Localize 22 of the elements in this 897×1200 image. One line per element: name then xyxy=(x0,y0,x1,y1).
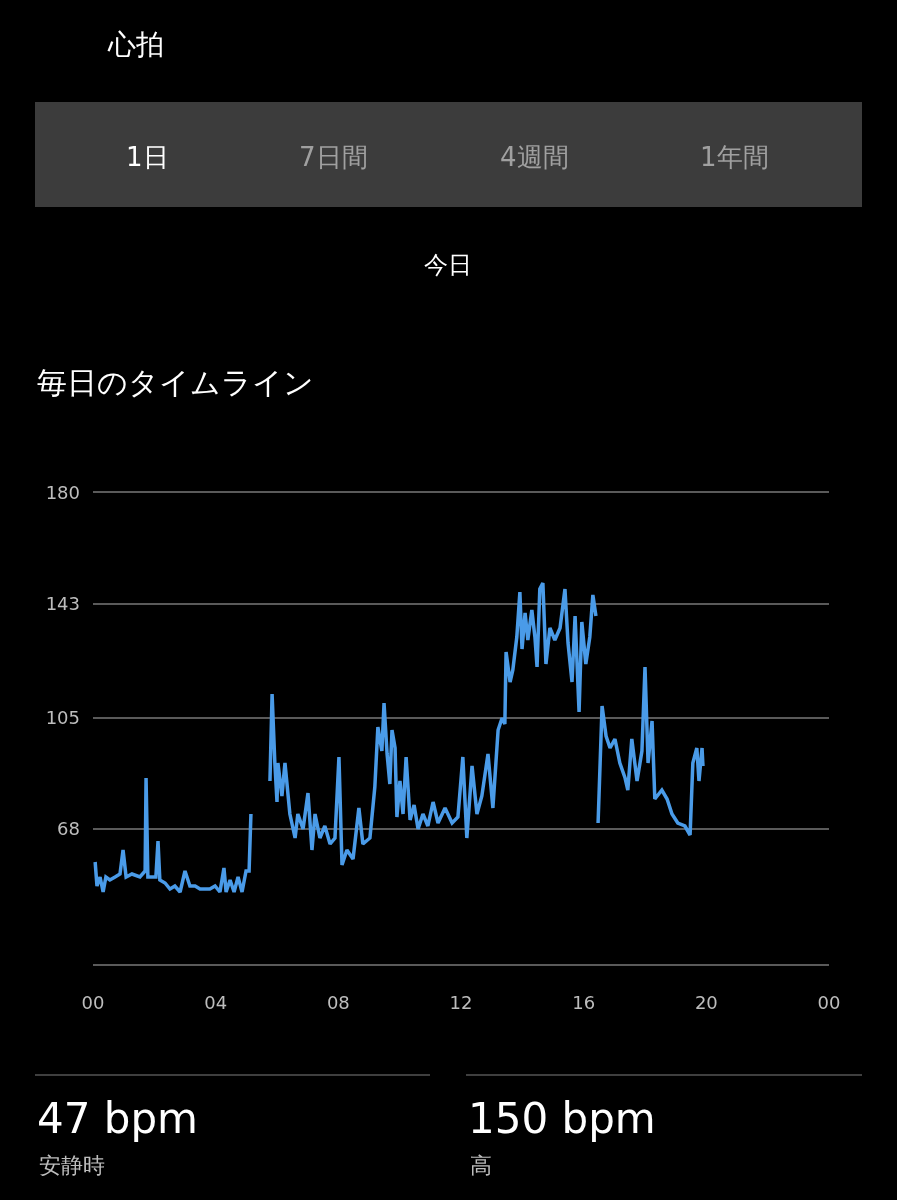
y-tick-label: 143 xyxy=(45,593,80,615)
text: 150 bpm xyxy=(468,1094,656,1143)
text: 高 xyxy=(470,1153,492,1178)
text: 47 bpm xyxy=(37,1094,199,1143)
y-tick-label: 68 xyxy=(57,818,80,840)
x-tick-label: 20 xyxy=(694,992,718,1014)
text: 心拍 xyxy=(107,28,164,61)
text: 安静時 xyxy=(39,1153,105,1178)
text: 今日 xyxy=(424,251,472,279)
text: 1日 xyxy=(126,142,169,172)
x-tick-label: 12 xyxy=(449,992,473,1014)
x-tick-label: 08 xyxy=(326,992,350,1014)
x-tick-label: 00 xyxy=(817,992,841,1014)
chart-title: 毎日のタイムライン xyxy=(37,364,314,400)
y-tick-label: 180 xyxy=(45,482,80,504)
text: 7日間 xyxy=(299,142,368,172)
x-tick-label: 00 xyxy=(81,992,105,1014)
x-tick-label: 04 xyxy=(204,992,228,1014)
text: 1年間 xyxy=(700,142,769,172)
y-tick-label: 105 xyxy=(45,707,80,729)
text: 4週間 xyxy=(500,142,569,172)
x-tick-label: 16 xyxy=(572,992,596,1014)
